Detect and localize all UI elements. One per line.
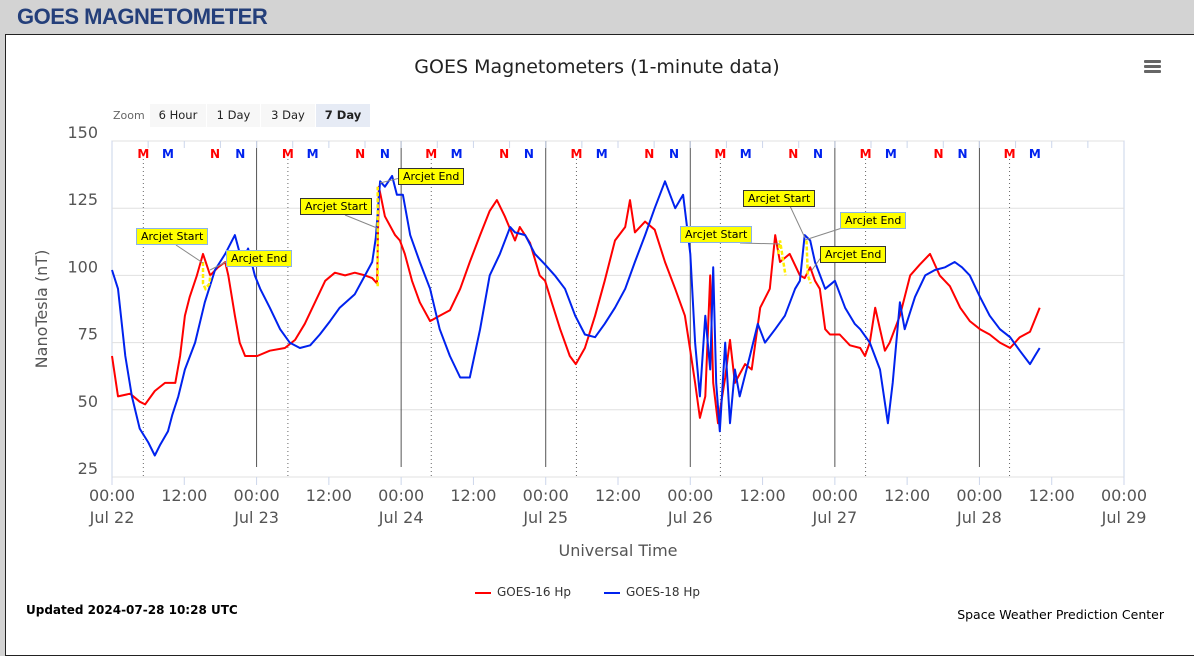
x-tick-date: Jul 29	[1101, 508, 1147, 527]
x-tick-label: 00:00	[1101, 486, 1147, 505]
marker-N: N	[210, 147, 220, 161]
marker-M: M	[451, 147, 463, 161]
x-tick-date: Jul 25	[522, 508, 568, 527]
arcjet-start-annotation: Arcjet Start	[680, 226, 753, 243]
legend-swatch	[475, 591, 491, 594]
annotation-connector	[379, 177, 401, 184]
x-tick-date: Jul 26	[667, 508, 713, 527]
chart-title: GOES Magnetometers (1-minute data)	[414, 56, 779, 78]
marker-N: N	[788, 147, 798, 161]
y-axis-title: NanoTesla (nT)	[32, 250, 51, 369]
series-line-goes-18-hp	[111, 174, 1041, 457]
annotation-connector	[175, 244, 204, 264]
x-tick-label: 00:00	[234, 486, 280, 505]
x-tick-date: Jul 24	[378, 508, 424, 527]
marker-N: N	[380, 147, 390, 161]
x-tick-label: 00:00	[812, 486, 858, 505]
x-tick-label: 12:00	[306, 486, 352, 505]
legend-goes18[interactable]: GOES-18 Hp	[604, 585, 700, 599]
marker-M: M	[1029, 147, 1041, 161]
marker-N: N	[669, 147, 679, 161]
marker-M: M	[714, 147, 726, 161]
marker-M: M	[570, 147, 582, 161]
x-tick-label: 12:00	[450, 486, 496, 505]
arcjet-end-annotation: Arcjet End	[820, 246, 887, 263]
arcjet-start-annotation: Arcjet Start	[743, 190, 816, 207]
zoom-6-hour-button[interactable]: 6 Hour	[150, 104, 206, 127]
zoom-label: Zoom	[113, 109, 145, 122]
x-axis-title: Universal Time	[558, 541, 677, 560]
y-tick-label: 100	[67, 257, 98, 276]
marker-N: N	[235, 147, 245, 161]
x-tick-label: 12:00	[884, 486, 930, 505]
x-tick-label: 12:00	[595, 486, 641, 505]
marker-M: M	[162, 147, 174, 161]
chart-menu-icon[interactable]	[1144, 60, 1161, 74]
x-tick-label: 00:00	[956, 486, 1002, 505]
marker-M: M	[282, 147, 294, 161]
marker-N: N	[813, 147, 823, 161]
marker-M: M	[1004, 147, 1016, 161]
page-title: GOES MAGNETOMETER	[17, 4, 268, 29]
zoom-3-day-button[interactable]: 3 Day	[261, 104, 315, 127]
arcjet-end-annotation: Arcjet End	[398, 168, 465, 185]
marker-M: M	[425, 147, 437, 161]
y-tick-label: 75	[78, 325, 98, 344]
y-tick-label: 50	[78, 392, 98, 411]
marker-N: N	[644, 147, 654, 161]
x-tick-label: 00:00	[667, 486, 713, 505]
annotation-connector	[804, 227, 843, 241]
legend-label: GOES-16 Hp	[497, 585, 571, 599]
arcjet-segment	[805, 240, 812, 284]
arcjet-start-annotation: Arcjet Start	[136, 228, 209, 245]
y-tick-label: 150	[67, 123, 98, 142]
x-tick-label: 00:00	[523, 486, 569, 505]
x-tick-date: Jul 28	[956, 508, 1002, 527]
marker-N: N	[933, 147, 943, 161]
arcjet-segment	[776, 240, 787, 276]
chart-panel	[5, 34, 1194, 656]
arcjet-segment	[201, 262, 212, 292]
marker-N: N	[499, 147, 509, 161]
plot-border	[111, 140, 1125, 478]
x-tick-date: Jul 27	[811, 508, 857, 527]
x-tick-label: 00:00	[89, 486, 135, 505]
marker-M: M	[860, 147, 872, 161]
annotation-connector	[789, 205, 806, 239]
marker-M: M	[596, 147, 608, 161]
marker-N: N	[958, 147, 968, 161]
x-tick-label: 12:00	[161, 486, 207, 505]
x-tick-date: Jul 23	[233, 508, 279, 527]
marker-M: M	[307, 147, 319, 161]
marker-M: M	[137, 147, 149, 161]
y-tick-label: 25	[78, 459, 98, 478]
marker-N: N	[355, 147, 365, 161]
zoom-7-day-button[interactable]: 7 Day	[316, 104, 370, 127]
annotation-connector	[344, 214, 378, 229]
updated-timestamp: Updated 2024-07-28 10:28 UTC	[26, 603, 238, 617]
arcjet-end-annotation: Arcjet End	[840, 212, 907, 229]
y-tick-label: 125	[67, 190, 98, 209]
series-line-goes-16-hp	[111, 185, 1041, 425]
legend-label: GOES-18 Hp	[626, 585, 700, 599]
arcjet-end-annotation: Arcjet End	[226, 250, 293, 267]
legend-goes16[interactable]: GOES-16 Hp	[475, 585, 571, 599]
credit-text: Space Weather Prediction Center	[957, 607, 1164, 622]
legend-swatch	[604, 591, 620, 594]
x-tick-label: 12:00	[1029, 486, 1075, 505]
annotation-connector	[739, 242, 781, 245]
marker-N: N	[524, 147, 534, 161]
x-tick-label: 00:00	[378, 486, 424, 505]
zoom-1-day-button[interactable]: 1 Day	[207, 104, 260, 127]
arcjet-start-annotation: Arcjet Start	[300, 198, 373, 215]
marker-M: M	[885, 147, 897, 161]
x-tick-date: Jul 22	[89, 508, 135, 527]
marker-M: M	[740, 147, 752, 161]
x-tick-label: 12:00	[740, 486, 786, 505]
